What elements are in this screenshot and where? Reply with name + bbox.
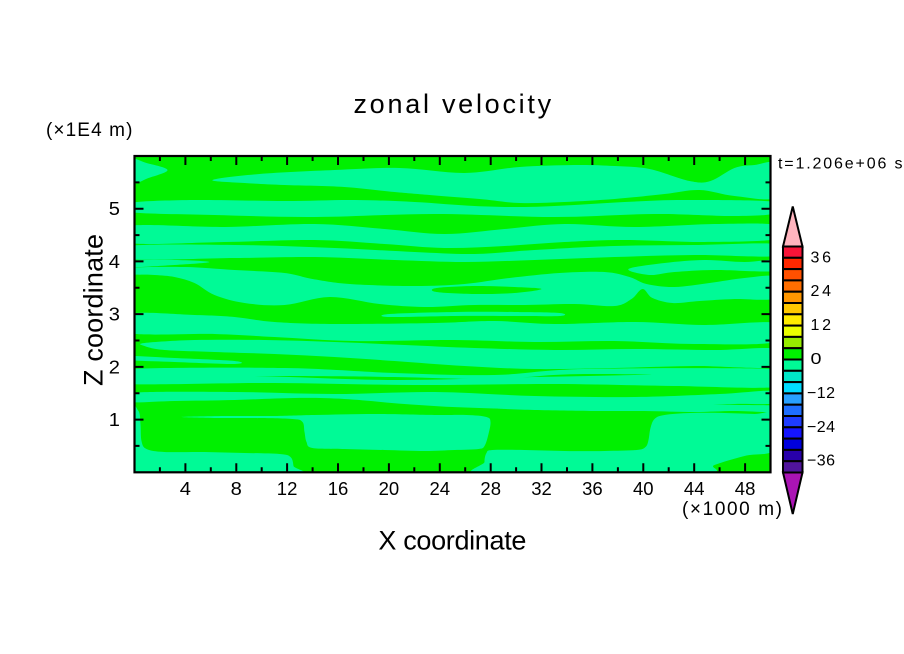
svg-text:40: 40 xyxy=(633,478,654,499)
svg-text:5: 5 xyxy=(109,198,120,219)
svg-text:12: 12 xyxy=(277,478,298,499)
svg-text:(×1E4 m): (×1E4 m) xyxy=(46,120,132,141)
svg-text:0: 0 xyxy=(811,351,822,368)
svg-text:44: 44 xyxy=(684,478,705,499)
svg-text:−12: −12 xyxy=(807,385,835,402)
svg-text:4: 4 xyxy=(109,251,120,272)
svg-text:−24: −24 xyxy=(807,419,835,436)
svg-text:28: 28 xyxy=(480,478,501,499)
svg-text:1: 1 xyxy=(109,409,120,430)
svg-text:24: 24 xyxy=(430,478,451,499)
svg-text:4: 4 xyxy=(180,478,191,499)
svg-text:3: 3 xyxy=(109,304,120,325)
svg-text:16: 16 xyxy=(328,478,349,499)
svg-text:32: 32 xyxy=(531,478,552,499)
svg-text:2: 2 xyxy=(109,356,120,377)
svg-text:20: 20 xyxy=(379,478,400,499)
svg-text:8: 8 xyxy=(231,478,242,499)
svg-text:−36: −36 xyxy=(807,453,835,470)
svg-text:(×1000 m): (×1000 m) xyxy=(682,499,782,520)
svg-text:zonal velocity: zonal velocity xyxy=(353,89,551,119)
svg-text:48: 48 xyxy=(735,478,756,499)
svg-text:X coordinate: X coordinate xyxy=(378,526,526,556)
svg-text:Z coordinate: Z coordinate xyxy=(79,234,109,386)
svg-text:36: 36 xyxy=(582,478,603,499)
svg-text:t=1.206e+06 s: t=1.206e+06 s xyxy=(778,156,903,173)
